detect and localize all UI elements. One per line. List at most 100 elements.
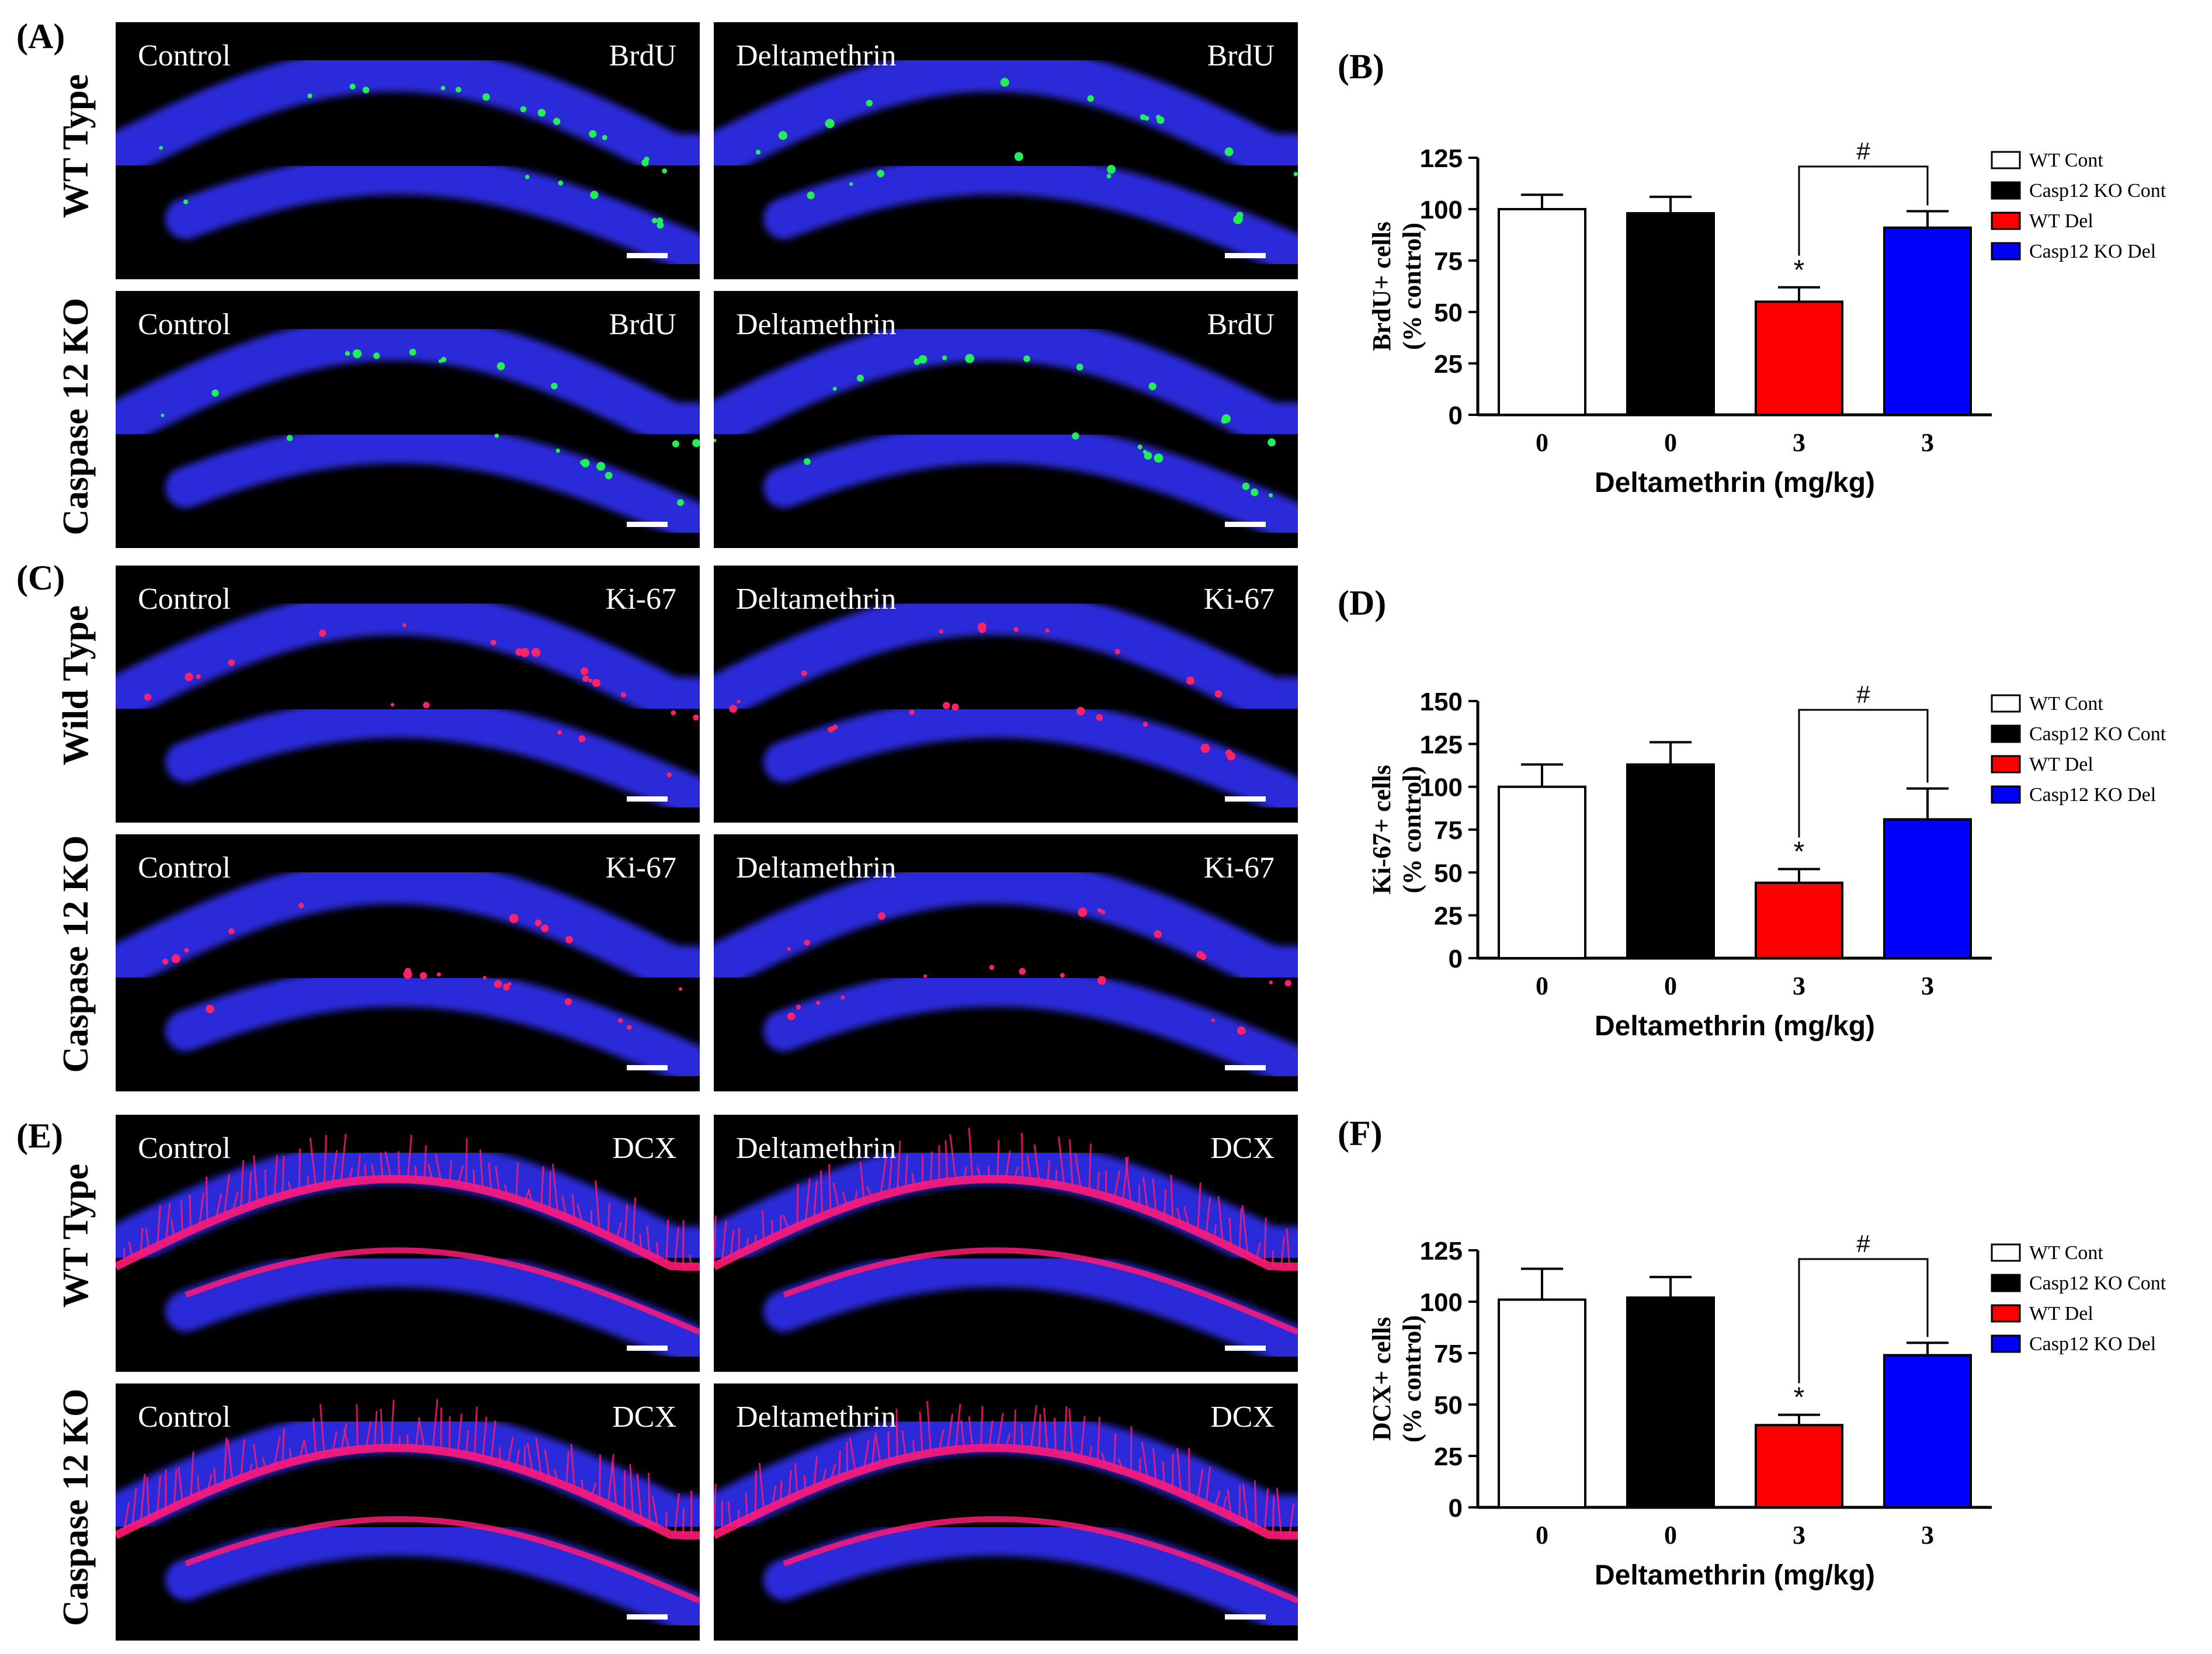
labeled-cell: [807, 191, 815, 200]
dcx-process: [1020, 1424, 1024, 1450]
labeled-cell: [1143, 450, 1147, 454]
dcx-process: [960, 1420, 966, 1449]
legend-swatch: [1991, 242, 2021, 261]
labeled-cell: [581, 667, 589, 675]
micrograph-condition-label: Deltamethrin: [736, 851, 897, 885]
y-tick-label: 150: [1420, 688, 1463, 716]
labeled-cell: [482, 976, 487, 980]
dcx-process: [1217, 1196, 1224, 1244]
labeled-cell: [1284, 980, 1291, 987]
labeled-cell: [651, 217, 658, 224]
micrograph-brdu-ko-control: Control BrdU: [116, 291, 700, 548]
dcx-process: [828, 1164, 832, 1213]
dcx-process: [189, 1194, 192, 1231]
bar: [1755, 1424, 1843, 1509]
dcx-process: [384, 1151, 392, 1180]
dcx-process: [365, 1421, 372, 1450]
legend-swatch: [1991, 785, 2021, 804]
granule-layer-upper: [116, 314, 700, 448]
dcx-process: [871, 1437, 876, 1468]
row-label-dcx-ko: Caspase 12 KO: [55, 1388, 96, 1627]
panel-label-a: (A): [16, 17, 65, 56]
dcx-process: [629, 1464, 634, 1517]
micrograph-dcx-ko-deltamethrin: Deltamethrin DCX: [714, 1383, 1298, 1641]
granule-layer-lower: [763, 1515, 1298, 1638]
significance-bracket: [1798, 165, 1929, 256]
scale-bar: [627, 1065, 668, 1070]
dcx-process: [1068, 1139, 1074, 1188]
dcx-process: [954, 1403, 961, 1450]
labeled-cell: [909, 709, 915, 715]
dcx-process: [761, 1210, 765, 1243]
dcx-process: [819, 1170, 824, 1216]
panel-label-c: (C): [16, 559, 65, 597]
dcx-process: [838, 1450, 841, 1479]
granule-layer-lower: [165, 422, 700, 545]
dcx-process: [1113, 1433, 1117, 1468]
row-label-ki67-ko: Caspase 12 KO: [55, 835, 96, 1073]
dcx-process: [418, 1417, 426, 1450]
labeled-cell: [714, 438, 717, 442]
dcx-process: [849, 1437, 857, 1473]
dcx-process: [673, 1227, 679, 1267]
legend-label: Casp12 KO Del: [2029, 241, 2156, 262]
dcx-process: [949, 1134, 957, 1181]
labeled-cell: [482, 93, 490, 101]
scale-bar: [1225, 796, 1266, 802]
labeled-cell: [362, 86, 370, 93]
dcx-process: [146, 1477, 150, 1519]
dcx-process: [570, 1444, 576, 1490]
legend-label: Casp12 KO Del: [2029, 1333, 2156, 1355]
labeled-cell: [679, 987, 683, 991]
dcx-process: [804, 1178, 811, 1223]
dcx-process: [407, 1135, 412, 1180]
x-tick-label: 3: [1793, 1521, 1805, 1549]
dcx-process: [623, 1204, 628, 1244]
labeled-cell: [185, 672, 193, 681]
y-tick-label: 25: [1434, 902, 1463, 931]
labeled-cell: [1186, 676, 1195, 685]
scale-bar: [1225, 1346, 1266, 1351]
labeled-cell: [1078, 907, 1088, 917]
granule-layer-lower: [165, 1515, 700, 1638]
labeled-cell: [618, 1018, 623, 1023]
dcx-process: [905, 1154, 908, 1190]
bar: [1883, 818, 1972, 959]
labeled-cell: [1269, 493, 1273, 498]
labeled-cell: [693, 714, 699, 721]
labeled-cell: [1211, 1018, 1216, 1022]
labeled-cell: [816, 1000, 821, 1005]
dcx-process: [140, 1473, 146, 1523]
labeled-cell: [557, 730, 562, 735]
labeled-cell: [729, 705, 737, 713]
dcx-process: [636, 1473, 643, 1521]
dcx-process: [812, 1456, 818, 1489]
labeled-cell: [942, 355, 947, 360]
labeled-cell: [1106, 174, 1112, 179]
x-tick-label: 0: [1536, 1521, 1548, 1549]
labeled-cell: [1268, 438, 1276, 447]
y-axis-label-line2: (% control): [1398, 766, 1426, 893]
labeled-cell: [184, 948, 189, 953]
dcx-process: [156, 1475, 161, 1516]
dcx-process: [1026, 1155, 1032, 1181]
labeled-cell: [878, 912, 886, 920]
dcx-process: [832, 1183, 840, 1210]
significance-star: *: [1794, 836, 1805, 867]
labeled-cell: [1087, 95, 1094, 102]
dcx-process: [331, 1150, 338, 1185]
dcx-process: [253, 1155, 259, 1204]
micrograph-brdu-wt-deltamethrin: Deltamethrin BrdU: [714, 22, 1298, 279]
labeled-cell: [352, 349, 362, 359]
dcx-process: [264, 1169, 267, 1201]
micrograph-image: [116, 858, 700, 1088]
micrograph-brdu-wt-control: Control BrdU: [116, 22, 700, 279]
dcx-process: [223, 1174, 230, 1216]
labeled-cell: [1137, 444, 1143, 450]
y-tick-label: 0: [1449, 1494, 1463, 1523]
labeled-cell: [590, 190, 599, 199]
dcx-process: [612, 1461, 617, 1509]
bar: [1498, 785, 1586, 959]
scale-bar: [1225, 253, 1266, 258]
micrograph-condition-label: Deltamethrin: [736, 1132, 897, 1165]
